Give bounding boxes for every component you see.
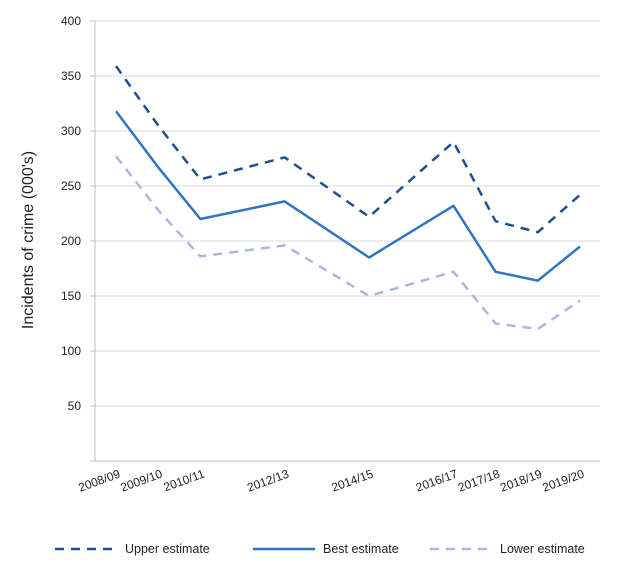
- y-tick-label: 100: [61, 344, 81, 358]
- legend-label: Upper estimate: [125, 542, 210, 556]
- series-line-best-estimate: [115, 110, 581, 282]
- legend-label: Lower estimate: [500, 542, 585, 556]
- y-axis-label: Incidents of crime (000's): [20, 151, 37, 329]
- x-tick-label: 2008/09: [76, 467, 122, 495]
- y-tick-label: 400: [61, 14, 81, 28]
- y-tick-label: 300: [61, 124, 81, 138]
- y-tick-label: 350: [61, 69, 81, 83]
- legend: Upper estimate Best estimate Lower estimat…: [55, 542, 585, 556]
- x-tick-label: 2012/13: [245, 467, 291, 495]
- y-tick-label: 150: [61, 289, 81, 303]
- x-tick-label: 2018/19: [498, 467, 544, 495]
- y-tick-label: 250: [61, 179, 81, 193]
- x-tick-label: 2019/20: [540, 467, 586, 495]
- axes: [90, 20, 600, 462]
- x-tick-label: 2017/18: [456, 467, 502, 495]
- y-tick-labels: 50 100 150 200 250 300 350 400: [61, 14, 81, 413]
- x-tick-label: 2016/17: [414, 467, 460, 495]
- y-tick-label: 200: [61, 234, 81, 248]
- x-tick-label: 2009/10: [119, 467, 165, 495]
- series-line-upper-estimate: [114, 65, 581, 234]
- x-tick-label: 2014/15: [330, 467, 376, 495]
- y-tick-label: 50: [68, 399, 82, 413]
- series-line-lower-estimate: [115, 155, 581, 331]
- x-tick-label: 2010/11: [162, 467, 207, 495]
- legend-label: Best estimate: [323, 542, 399, 556]
- grid-lines: [95, 20, 600, 407]
- series-lines: [114, 65, 581, 331]
